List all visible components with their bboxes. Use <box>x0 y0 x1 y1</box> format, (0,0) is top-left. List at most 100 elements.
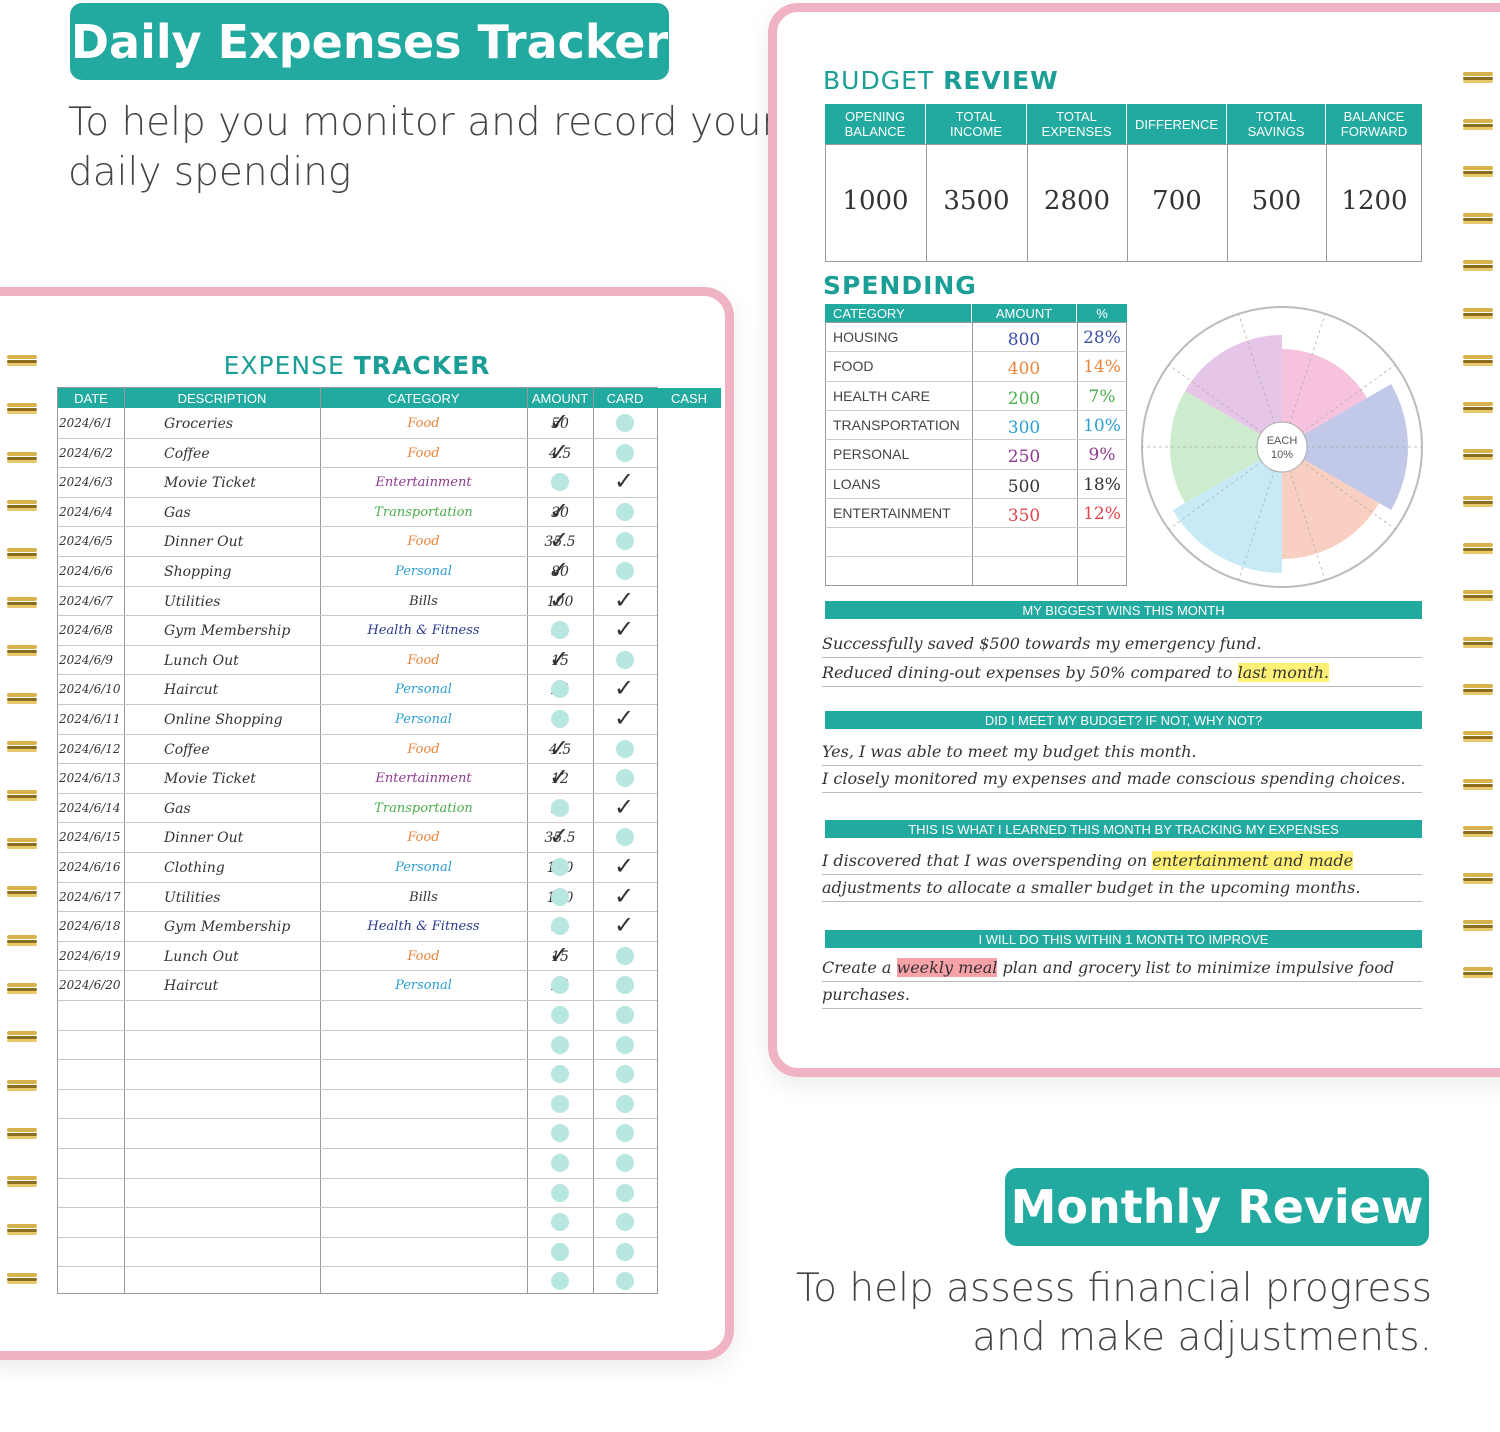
card-checkbox[interactable] <box>551 1124 569 1142</box>
cash-checkbox[interactable] <box>616 651 634 669</box>
card-checkbox[interactable] <box>551 917 569 935</box>
budget-header-line1: DIFFERENCE <box>1134 116 1219 132</box>
card-checkmark-icon[interactable]: ✓ <box>549 438 570 466</box>
card-checkbox[interactable] <box>551 1154 569 1172</box>
card-checkmark-icon[interactable]: ✓ <box>549 556 570 584</box>
cash-checkmark-icon[interactable]: ✓ <box>614 852 635 880</box>
spending-header-percent: % <box>1077 304 1127 322</box>
pie-center <box>1256 421 1308 473</box>
cash-checkbox[interactable] <box>616 1154 634 1172</box>
card-checkbox[interactable] <box>551 1095 569 1113</box>
card-checkbox[interactable] <box>551 1272 569 1290</box>
cash-checkbox[interactable] <box>616 1184 634 1202</box>
card-checkmark-icon[interactable]: ✓ <box>549 763 570 791</box>
cash-checkmark-icon[interactable]: ✓ <box>614 674 635 702</box>
spending-column-divider <box>1077 322 1078 586</box>
row-divider <box>58 1059 657 1060</box>
budget-header-line1: TOTAL <box>1255 109 1297 124</box>
row-date: 2024/6/5 <box>59 534 113 548</box>
row-description: Haircut <box>164 682 219 698</box>
cash-checkmark-icon[interactable]: ✓ <box>614 793 635 821</box>
card-checkbox[interactable] <box>551 1065 569 1083</box>
row-date: 2024/6/16 <box>59 860 121 874</box>
row-divider <box>58 1237 657 1238</box>
card-checkmark-icon[interactable]: ✓ <box>549 734 570 762</box>
card-checkbox[interactable] <box>551 680 569 698</box>
row-date: 2024/6/17 <box>59 890 121 904</box>
monthly-subtitle-line1: To help assess financial progress <box>795 1266 1432 1311</box>
spiral-ring <box>6 1174 37 1188</box>
cash-checkbox[interactable] <box>616 1095 634 1113</box>
cash-checkbox[interactable] <box>616 532 634 550</box>
budget-table-border <box>825 144 1422 262</box>
spiral-ring <box>6 691 37 705</box>
card-checkmark-icon[interactable]: ✓ <box>549 526 570 554</box>
row-divider <box>58 822 657 823</box>
cash-checkbox[interactable] <box>616 503 634 521</box>
card-checkmark-icon[interactable]: ✓ <box>549 497 570 525</box>
cash-checkbox[interactable] <box>616 1213 634 1231</box>
cash-checkbox[interactable] <box>616 1065 634 1083</box>
cash-checkbox[interactable] <box>616 769 634 787</box>
spiral-ring <box>1462 777 1493 791</box>
cash-checkmark-icon[interactable]: ✓ <box>614 911 635 939</box>
row-divider <box>58 970 657 971</box>
cash-checkbox[interactable] <box>616 1006 634 1024</box>
card-checkbox[interactable] <box>551 473 569 491</box>
pie-gridline <box>1281 446 1396 530</box>
cash-checkbox[interactable] <box>616 1124 634 1142</box>
cash-checkbox[interactable] <box>616 562 634 580</box>
daily-expenses-badge: Daily Expenses Tracker <box>70 3 669 80</box>
cash-checkbox[interactable] <box>616 1036 634 1054</box>
pie-gridline <box>1281 446 1326 581</box>
cash-checkmark-icon[interactable]: ✓ <box>614 704 635 732</box>
cash-checkmark-icon[interactable]: ✓ <box>614 615 635 643</box>
cash-checkbox[interactable] <box>616 976 634 994</box>
spiral-ring <box>1462 682 1493 696</box>
card-checkbox[interactable] <box>551 1036 569 1054</box>
card-checkmark-icon[interactable]: ✓ <box>549 408 570 436</box>
card-checkbox[interactable] <box>551 1006 569 1024</box>
spiral-ring <box>6 981 37 995</box>
card-checkbox[interactable] <box>551 1184 569 1202</box>
pie-wedge <box>1282 349 1367 447</box>
cash-checkbox[interactable] <box>616 444 634 462</box>
row-divider <box>58 586 657 587</box>
cash-checkbox[interactable] <box>616 414 634 432</box>
budget-header: TOTAL EXPENSES <box>1027 104 1126 144</box>
card-checkbox[interactable] <box>551 1213 569 1231</box>
budget-header-line2: BALANCE <box>844 124 906 139</box>
budget-value: 1000 <box>842 186 909 216</box>
row-divider <box>58 1178 657 1179</box>
row-category: Food <box>407 742 440 757</box>
card-checkmark-icon[interactable]: ✓ <box>549 586 570 614</box>
card-checkbox[interactable] <box>551 888 569 906</box>
spiral-ring <box>1462 211 1493 225</box>
cash-checkbox[interactable] <box>616 740 634 758</box>
cash-checkmark-icon[interactable]: ✓ <box>614 467 635 495</box>
spending-amount: 800 <box>1007 330 1041 350</box>
column-divider <box>124 388 125 1293</box>
card-checkmark-icon[interactable]: ✓ <box>549 822 570 850</box>
row-description: Utilities <box>164 594 221 610</box>
monthly-subtitle-line2: and make adjustments. <box>972 1315 1432 1360</box>
cash-checkbox[interactable] <box>616 947 634 965</box>
cash-checkbox[interactable] <box>616 828 634 846</box>
card-checkbox[interactable] <box>551 710 569 728</box>
spiral-ring <box>1462 353 1493 367</box>
card-checkmark-icon[interactable]: ✓ <box>549 645 570 673</box>
card-checkbox[interactable] <box>551 1243 569 1261</box>
cash-checkmark-icon[interactable]: ✓ <box>614 586 635 614</box>
card-checkbox[interactable] <box>551 621 569 639</box>
cash-checkbox[interactable] <box>616 1272 634 1290</box>
card-checkbox[interactable] <box>551 858 569 876</box>
cash-checkbox[interactable] <box>616 1243 634 1261</box>
card-checkbox[interactable] <box>551 799 569 817</box>
expense-tracker-page: EXPENSE TRACKER DATE DESCRIPTION CATEGORY A… <box>0 287 734 1360</box>
cash-checkmark-icon[interactable]: ✓ <box>614 882 635 910</box>
row-date: 2024/6/2 <box>59 446 113 460</box>
spiral-ring <box>1462 918 1493 932</box>
learned-line-2: adjustments to allocate a smaller budget… <box>822 878 1361 897</box>
card-checkbox[interactable] <box>551 976 569 994</box>
card-checkmark-icon[interactable]: ✓ <box>549 941 570 969</box>
